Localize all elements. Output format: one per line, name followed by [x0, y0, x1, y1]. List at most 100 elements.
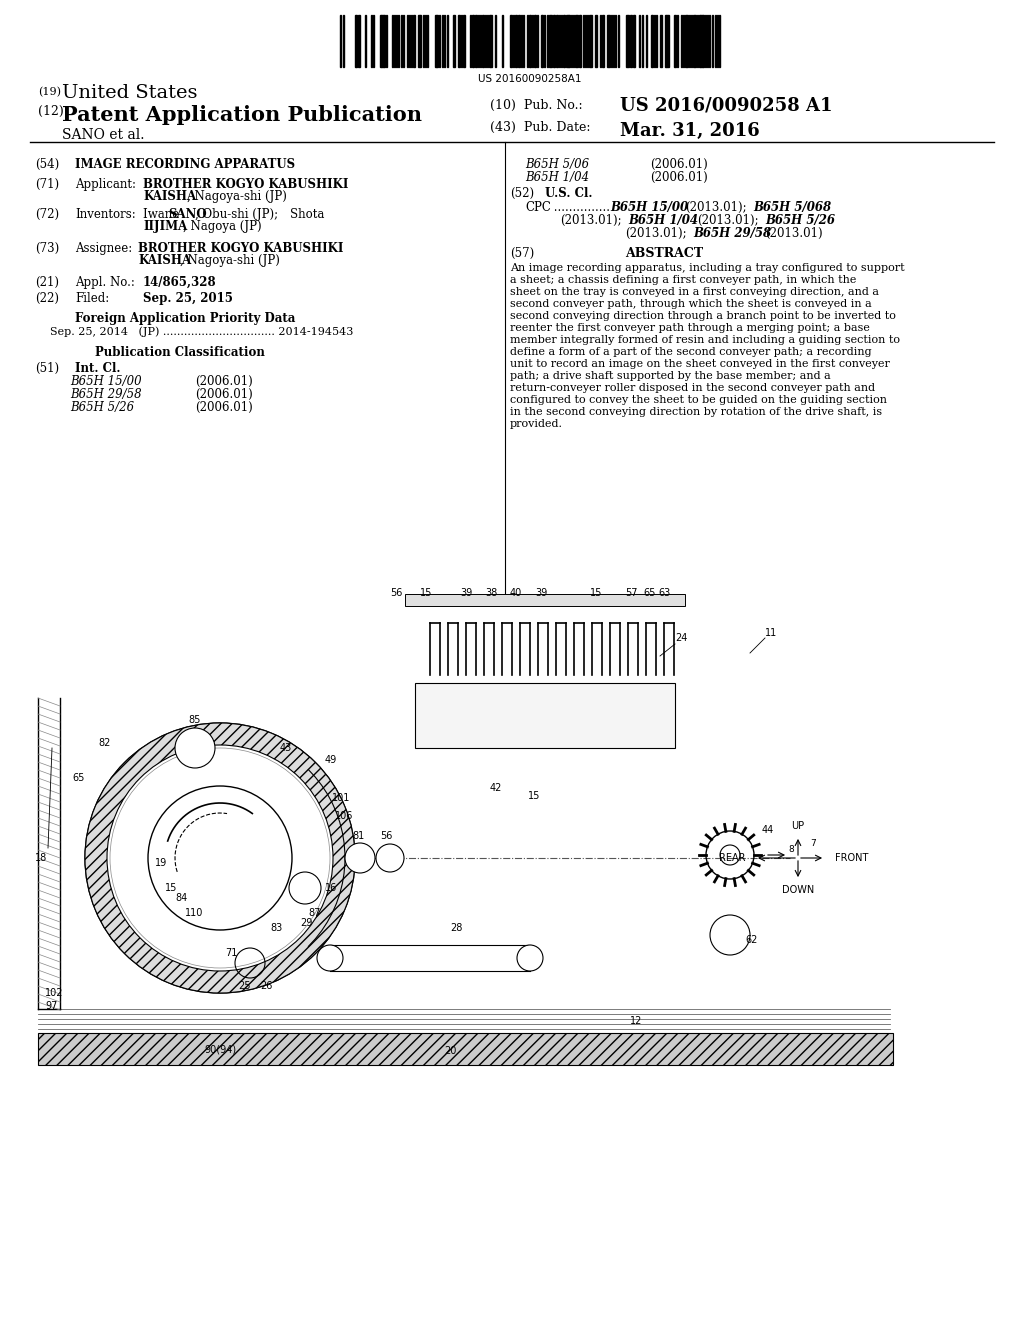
Text: U.S. Cl.: U.S. Cl. — [545, 187, 593, 201]
Ellipse shape — [517, 945, 543, 972]
Text: 19: 19 — [155, 858, 167, 869]
Text: return-conveyer roller disposed in the second conveyer path and: return-conveyer roller disposed in the s… — [510, 383, 876, 393]
Text: ABSTRACT: ABSTRACT — [625, 247, 703, 260]
Text: 102: 102 — [45, 987, 63, 998]
Text: 110: 110 — [185, 908, 204, 917]
Text: 8: 8 — [788, 846, 794, 854]
Text: (71): (71) — [35, 178, 59, 191]
Text: (2013.01): (2013.01) — [765, 227, 822, 240]
Bar — [595, 15, 597, 67]
Text: sheet on the tray is conveyed in a first conveying direction, and a: sheet on the tray is conveyed in a first… — [510, 286, 879, 297]
Text: B65H 1/04: B65H 1/04 — [628, 214, 698, 227]
Text: (21): (21) — [35, 276, 59, 289]
Text: SANO: SANO — [168, 209, 207, 220]
Text: second conveyer path, through which the sheet is conveyed in a: second conveyer path, through which the … — [510, 300, 871, 309]
Bar — [475, 15, 477, 67]
Text: 49: 49 — [325, 755, 337, 766]
Text: (73): (73) — [35, 242, 59, 255]
Text: 11: 11 — [765, 628, 777, 638]
Text: Filed:: Filed: — [75, 292, 110, 305]
Text: 38: 38 — [485, 587, 498, 598]
Text: 39: 39 — [460, 587, 472, 598]
Text: 85: 85 — [188, 715, 201, 725]
Bar — [693, 15, 696, 67]
Bar — [630, 15, 632, 67]
Text: 26: 26 — [260, 981, 272, 991]
Text: UP: UP — [792, 821, 805, 832]
Text: B65H 5/06: B65H 5/06 — [525, 158, 589, 172]
Text: Appl. No.:: Appl. No.: — [75, 276, 135, 289]
Text: 106: 106 — [335, 810, 353, 821]
Text: B65H 1/04: B65H 1/04 — [525, 172, 589, 183]
Bar — [406, 594, 685, 606]
Text: define a form of a part of the second conveyer path; a recording: define a form of a part of the second co… — [510, 347, 871, 356]
Text: IIJIMA: IIJIMA — [143, 220, 187, 234]
Text: 65: 65 — [72, 774, 84, 783]
Text: US 20160090258A1: US 20160090258A1 — [478, 74, 582, 84]
Text: unit to record an image on the sheet conveyed in the first conveyer: unit to record an image on the sheet con… — [510, 359, 890, 370]
Text: 83: 83 — [270, 923, 283, 933]
Text: (22): (22) — [35, 292, 59, 305]
Text: DOWN: DOWN — [782, 884, 814, 895]
Text: 101: 101 — [332, 793, 350, 803]
Text: IMAGE RECORDING APPARATUS: IMAGE RECORDING APPARATUS — [75, 158, 295, 172]
Text: 56: 56 — [380, 832, 392, 841]
Text: 56: 56 — [390, 587, 402, 598]
Text: Patent Application Publication: Patent Application Publication — [62, 106, 422, 125]
Text: B65H 5/26: B65H 5/26 — [70, 401, 134, 414]
Bar — [490, 15, 492, 67]
Text: 15: 15 — [420, 587, 432, 598]
Bar — [589, 15, 592, 67]
Circle shape — [106, 744, 333, 972]
Text: KAISHA: KAISHA — [138, 253, 191, 267]
Text: 84: 84 — [175, 894, 187, 903]
Text: 24: 24 — [675, 634, 687, 643]
Bar — [510, 15, 512, 67]
Text: 63: 63 — [658, 587, 671, 598]
Text: 42: 42 — [490, 783, 503, 793]
Text: BROTHER KOGYO KABUSHIKI: BROTHER KOGYO KABUSHIKI — [138, 242, 343, 255]
Bar — [463, 15, 465, 67]
Text: Applicant:: Applicant: — [75, 178, 136, 191]
Text: 57: 57 — [625, 587, 638, 598]
Text: (10)  Pub. No.:: (10) Pub. No.: — [490, 99, 583, 112]
Text: Inventors:: Inventors: — [75, 209, 136, 220]
Text: 81: 81 — [352, 832, 365, 841]
Text: 90(94): 90(94) — [204, 1045, 237, 1055]
Text: , Nagoya-shi (JP): , Nagoya-shi (JP) — [180, 253, 280, 267]
Text: FRONT: FRONT — [835, 853, 868, 863]
Text: Publication Classification: Publication Classification — [95, 346, 265, 359]
Text: 65: 65 — [643, 587, 655, 598]
Bar — [566, 15, 568, 67]
Text: B65H 5/068: B65H 5/068 — [753, 201, 831, 214]
Text: Mar. 31, 2016: Mar. 31, 2016 — [620, 121, 760, 140]
Text: Iwane: Iwane — [143, 209, 183, 220]
Circle shape — [175, 729, 215, 768]
Bar — [674, 15, 676, 67]
Text: Sep. 25, 2014   (JP) ................................ 2014-194543: Sep. 25, 2014 (JP) .....................… — [50, 326, 353, 337]
Text: 15: 15 — [528, 791, 541, 801]
Text: 87: 87 — [308, 908, 321, 917]
Bar — [518, 15, 520, 67]
Text: (2013.01);: (2013.01); — [685, 201, 746, 214]
Text: reenter the first conveyer path through a merging point; a base: reenter the first conveyer path through … — [510, 323, 869, 333]
Text: 39: 39 — [535, 587, 547, 598]
Bar — [556, 15, 558, 67]
Text: a sheet; a chassis defining a first conveyer path, in which the: a sheet; a chassis defining a first conv… — [510, 275, 856, 285]
Text: member integrally formed of resin and including a guiding section to: member integrally formed of resin and in… — [510, 335, 900, 345]
Text: (43)  Pub. Date:: (43) Pub. Date: — [490, 121, 591, 135]
Text: SANO et al.: SANO et al. — [62, 128, 144, 143]
Text: path; a drive shaft supported by the base member; and a: path; a drive shaft supported by the bas… — [510, 371, 830, 381]
Text: (2006.01): (2006.01) — [195, 375, 253, 388]
Bar — [602, 15, 604, 67]
Text: , Nagoya (JP): , Nagoya (JP) — [183, 220, 261, 234]
Bar — [607, 15, 610, 67]
Circle shape — [345, 843, 375, 873]
Text: (2006.01): (2006.01) — [195, 401, 253, 414]
Bar — [458, 15, 460, 67]
Text: United States: United States — [62, 84, 198, 102]
Text: BROTHER KOGYO KABUSHIKI: BROTHER KOGYO KABUSHIKI — [143, 178, 348, 191]
Text: Foreign Application Priority Data: Foreign Application Priority Data — [75, 312, 295, 325]
Text: REAR: REAR — [719, 853, 745, 863]
Bar — [38, 1034, 893, 1065]
